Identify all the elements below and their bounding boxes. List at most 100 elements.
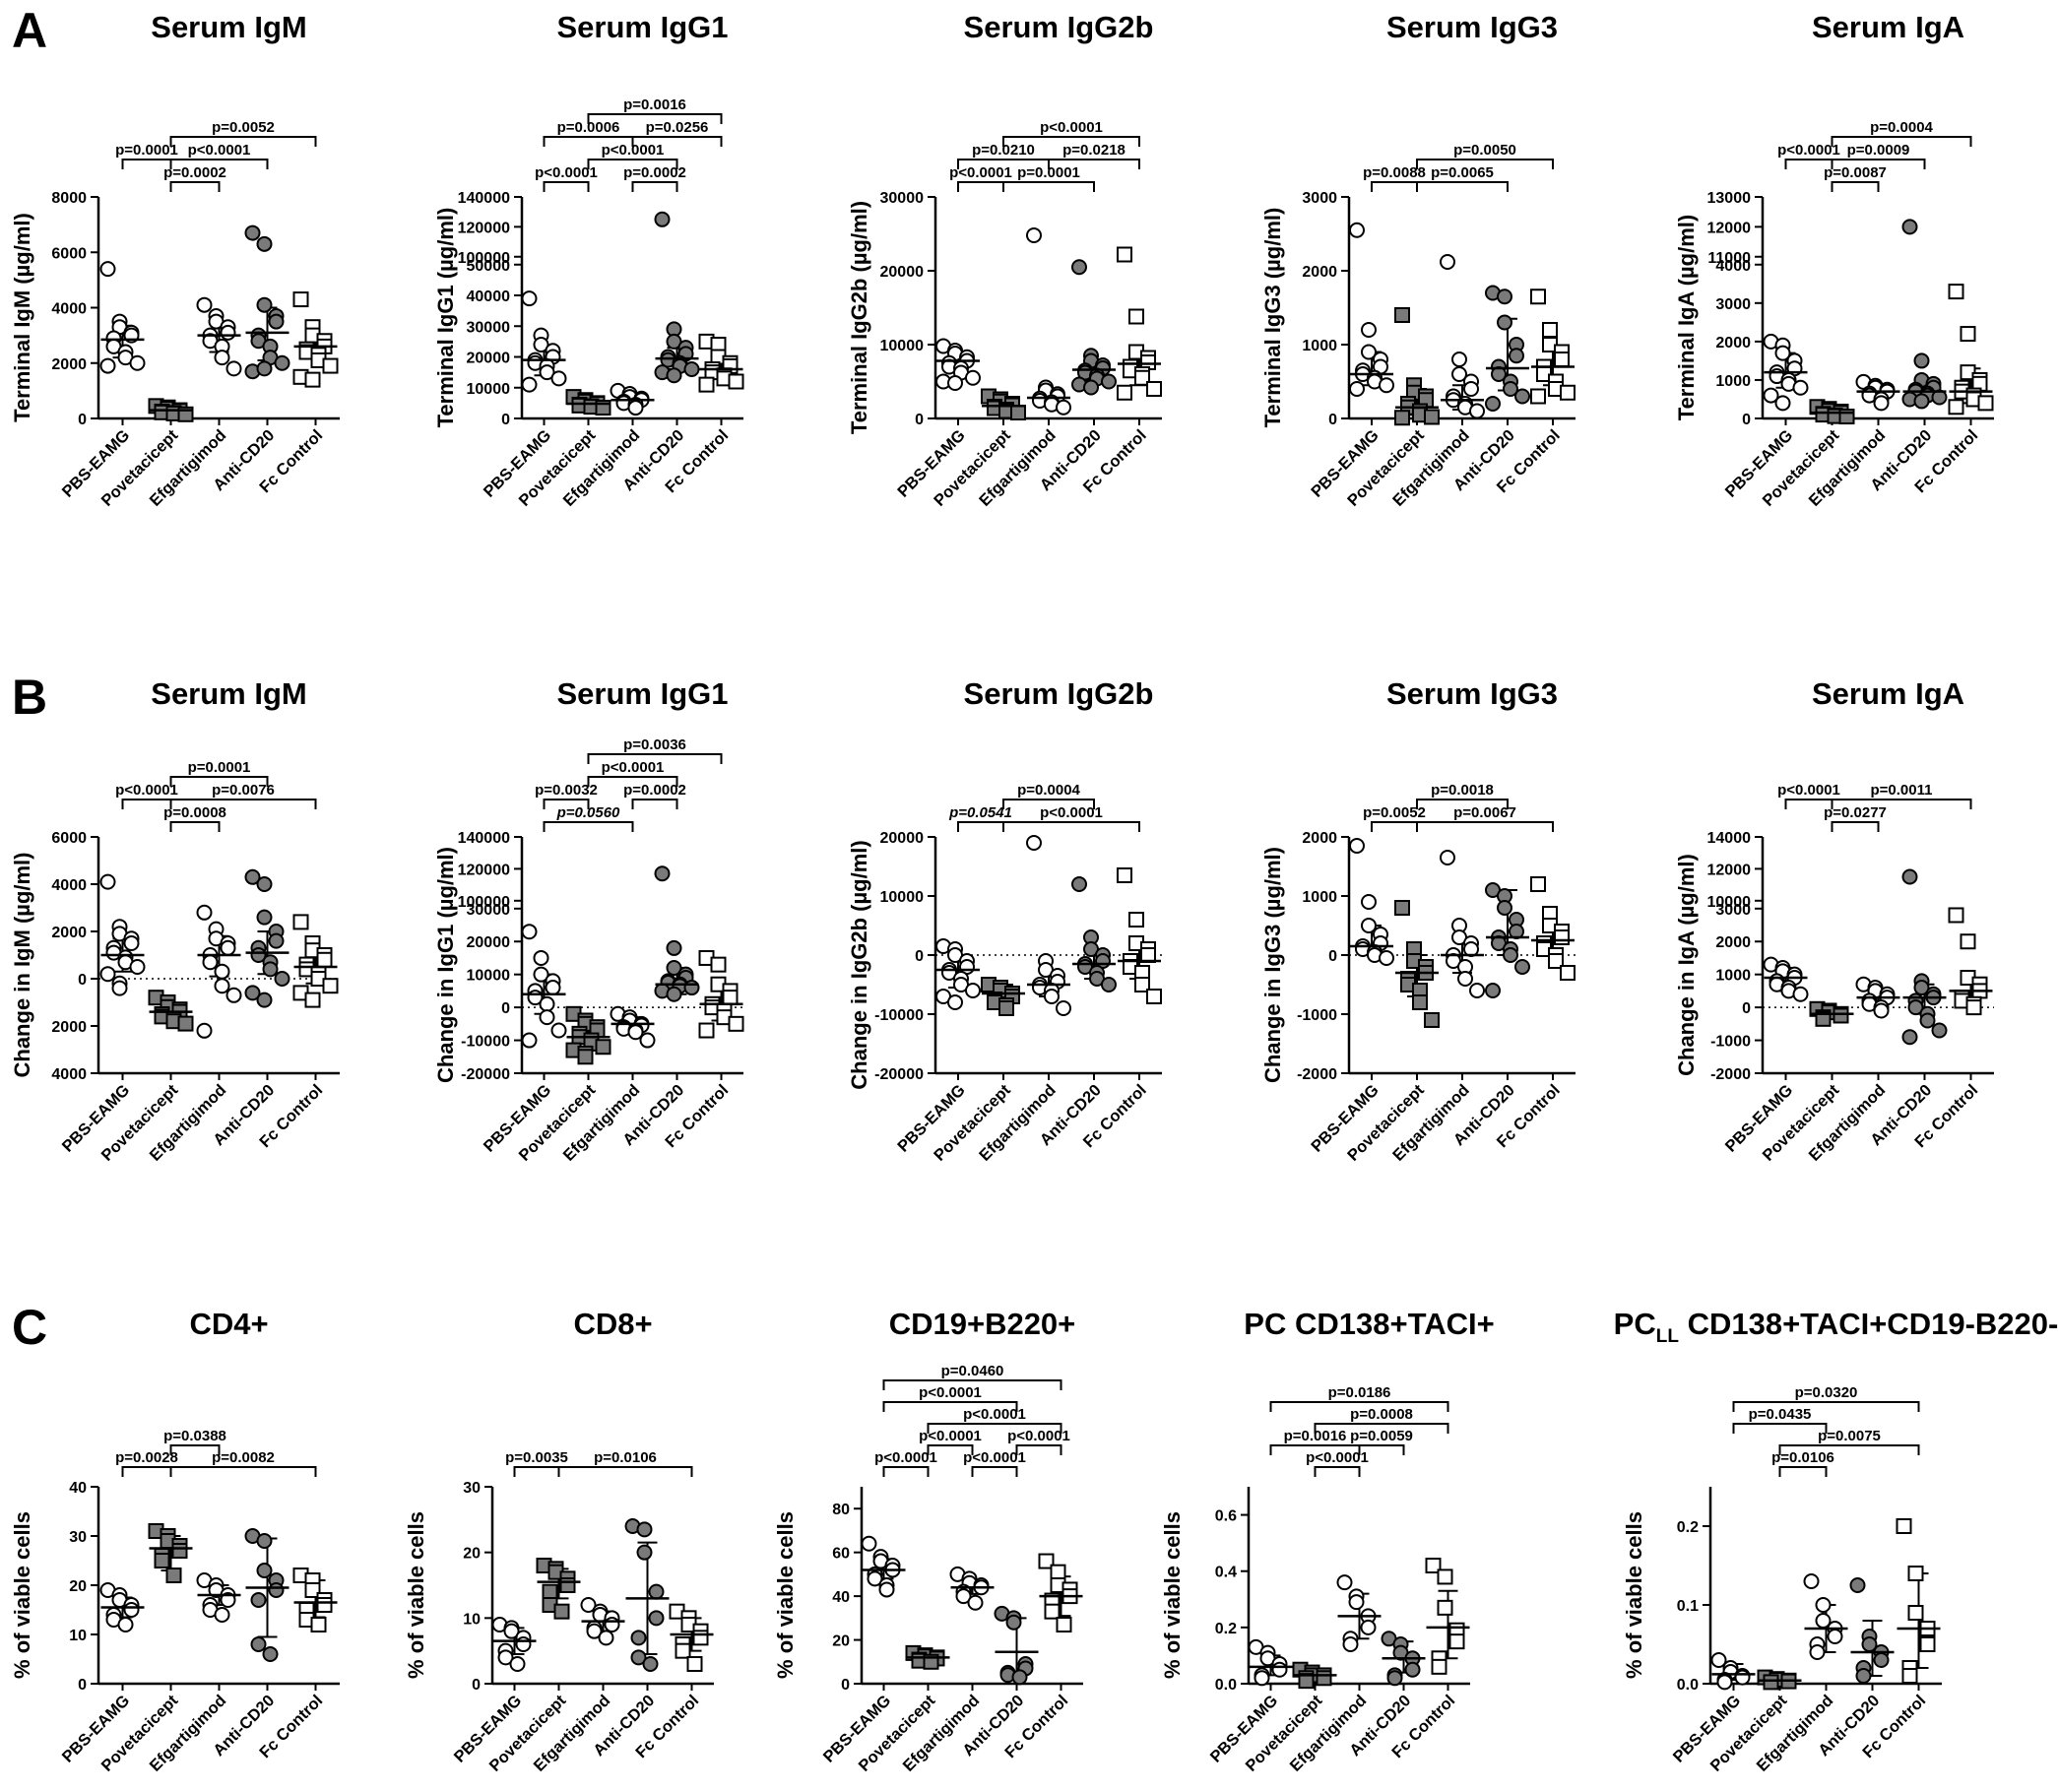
data-point-square	[154, 1553, 170, 1568]
data-point-square	[1128, 912, 1144, 928]
y-tick-label: -20000	[461, 1066, 510, 1083]
y-tick-label: -10000	[874, 1007, 924, 1024]
data-point-circle	[256, 1533, 273, 1549]
y-tick-label: 30000	[880, 190, 925, 207]
data-point-circle	[262, 1646, 279, 1662]
p-value-label: p=0.0388	[163, 1428, 226, 1444]
y-tick-label: 10	[463, 1611, 481, 1628]
data-point-circle	[1763, 387, 1779, 404]
data-point-circle	[202, 954, 219, 971]
data-point-circle	[666, 367, 682, 384]
p-value-label: p=0.0009	[1847, 142, 1910, 159]
data-point-circle	[1716, 1674, 1733, 1691]
chart-title: Serum IgG1	[557, 676, 729, 711]
data-point-circle	[1913, 393, 1930, 410]
data-point-circle	[533, 966, 549, 983]
data-point-circle	[196, 1022, 213, 1039]
chart-title-prefix: PC	[1614, 1307, 1656, 1341]
data-point-square	[316, 1597, 333, 1613]
data-point-square	[1298, 1673, 1315, 1690]
y-tick-label: 0.6	[1215, 1508, 1237, 1525]
y-tick-label: 0	[501, 1000, 510, 1017]
p-value-label: p<0.0001	[919, 1428, 982, 1444]
data-point-circle	[214, 978, 230, 994]
data-point-circle	[220, 1592, 236, 1608]
p-value-label: p<0.0001	[1040, 119, 1103, 136]
data-point-circle	[1503, 381, 1518, 397]
chart-title: PCLL CD138+TACI+CD19-B220-	[1614, 1307, 2058, 1347]
p-value-label: p=0.0052	[212, 119, 275, 136]
y-tick-label: 10000	[467, 968, 511, 985]
y-tick-label: 50000	[467, 258, 511, 275]
y-tick-label: 20	[69, 1578, 87, 1595]
data-point-square	[1146, 381, 1162, 397]
data-point-circle	[630, 1649, 647, 1666]
data-point-circle	[1803, 1573, 1820, 1589]
data-point-circle	[1254, 1670, 1270, 1687]
significance-bracket	[169, 136, 317, 147]
data-point-square	[1965, 999, 1982, 1016]
p-value-label: p=0.0028	[115, 1449, 178, 1466]
data-point-circle	[1336, 1574, 1353, 1591]
chart-title: Serum IgA	[1812, 676, 1964, 711]
data-point-circle	[214, 350, 230, 366]
data-point-square	[1394, 410, 1410, 426]
y-tick-label: 2000	[1302, 830, 1337, 847]
data-point-circle	[1451, 352, 1467, 367]
chart-title: Serum IgG2b	[964, 10, 1154, 44]
data-point-circle	[214, 963, 230, 980]
data-point-circle	[256, 909, 273, 926]
p-value-label: p<0.0001	[949, 164, 1012, 181]
y-tick-label: 20000	[467, 934, 511, 951]
data-point-circle	[539, 1009, 555, 1026]
y-tick-label: 2000	[51, 925, 87, 941]
significance-bracket	[169, 1466, 317, 1477]
data-point-square	[1530, 876, 1546, 892]
significance-bracket	[169, 821, 221, 832]
y-tick-label: 0.4	[1215, 1565, 1237, 1581]
data-point-circle	[1901, 868, 1918, 885]
data-point-square	[710, 956, 727, 973]
significance-bracket	[1416, 821, 1554, 832]
data-point-circle	[654, 865, 671, 882]
chart-title: CD8+	[573, 1307, 652, 1341]
y-tick-label: 12000	[1707, 220, 1752, 236]
p-value-label: p=0.0001	[188, 759, 251, 776]
y-axis-label: % of viable cells	[1622, 1511, 1646, 1679]
y-tick-label: -2000	[1297, 1066, 1337, 1083]
significance-bracket	[631, 136, 723, 147]
chart-title: Serum IgM	[151, 676, 306, 711]
p-value-label: p=0.0001	[1017, 164, 1080, 181]
y-tick-label: 20000	[880, 264, 925, 281]
data-point-circle	[539, 995, 555, 1012]
p-value-label: p=0.0320	[1795, 1384, 1858, 1401]
y-tick-label: 3000	[1715, 296, 1751, 313]
p-value-label: p=0.0067	[1453, 804, 1516, 821]
significance-bracket	[927, 1423, 1062, 1434]
data-point-square	[171, 1543, 188, 1559]
y-tick-label: 60	[832, 1546, 850, 1563]
data-point-circle	[99, 873, 116, 890]
data-point-square	[542, 1583, 558, 1600]
y-tick-label: -10000	[461, 1034, 510, 1051]
data-point-circle	[586, 1623, 603, 1639]
chart-title: Serum IgG3	[1386, 676, 1558, 711]
data-point-square	[1316, 1670, 1332, 1687]
data-point-square	[1763, 1674, 1779, 1691]
data-point-circle	[1792, 986, 1809, 1002]
significance-bracket	[971, 1466, 1018, 1477]
data-point-square	[1394, 307, 1410, 323]
data-point-circle	[1379, 950, 1394, 966]
significance-bracket	[587, 776, 678, 787]
data-point-circle	[1827, 1629, 1843, 1644]
panel-letter-a: A	[12, 3, 47, 58]
y-tick-label: 10000	[467, 381, 511, 398]
data-point-circle	[666, 333, 682, 350]
significance-bracket	[1831, 821, 1880, 832]
data-point-circle	[648, 1610, 665, 1627]
data-point-circle	[1901, 1029, 1918, 1046]
data-point-circle	[268, 313, 285, 330]
chart-9: Serum IgG3 -2000 -1000 0 1000 2000 Change in I…	[1260, 676, 1576, 1165]
